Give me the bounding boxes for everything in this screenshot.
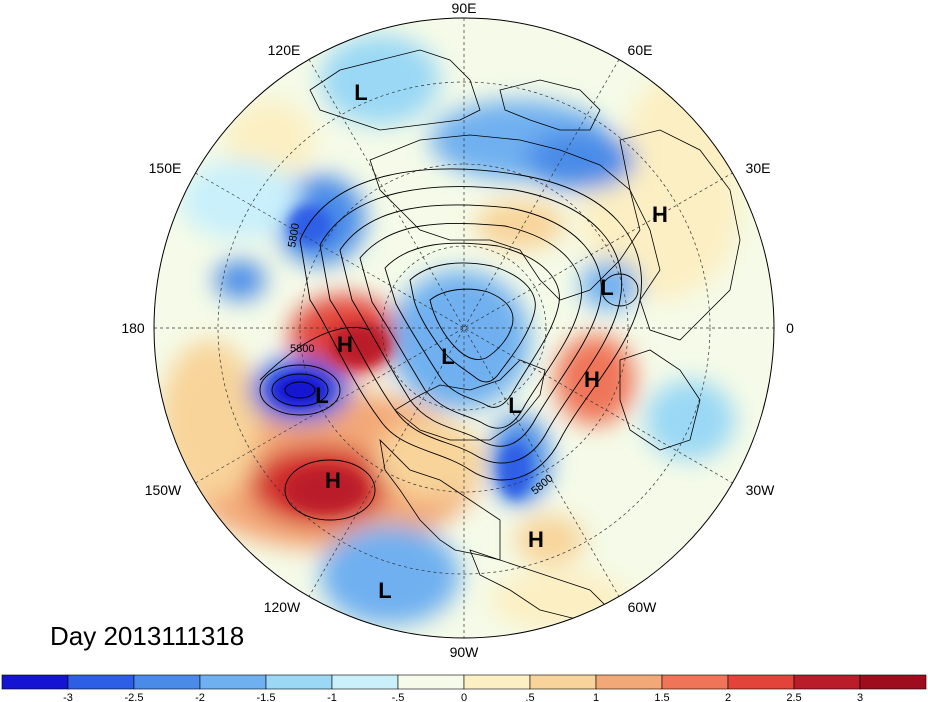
colorbar-tick-label: 1.5 (654, 692, 669, 702)
high-center-label: H (652, 202, 668, 227)
colorbar-tick-label: -3 (63, 692, 73, 702)
lon-label-60e: 60E (628, 42, 653, 58)
colorbar-tick-label: .5 (525, 692, 534, 702)
lon-label-150e: 150E (149, 160, 182, 176)
lon-label-120w: 120W (264, 599, 301, 615)
low-center-label: L (600, 275, 613, 300)
colorbar-swatch (1, 674, 69, 690)
colorbar-swatch (529, 674, 597, 690)
colorbar-swatch (133, 674, 201, 690)
lon-label-120e: 120E (268, 42, 301, 58)
colorbar-swatch (661, 674, 729, 690)
high-center-label: H (584, 367, 600, 392)
colorbar-swatch (859, 674, 927, 690)
lon-label-0: 0 (786, 320, 794, 336)
low-center-label: L (315, 383, 328, 408)
lon-label-30e: 30E (746, 160, 771, 176)
lon-label-90w: 90W (450, 644, 480, 660)
pressure-centers: L L L L L L L H H H H H (315, 80, 668, 603)
colorbar: -3 -2.5 -2 -1.5 -1 -.5 0 .5 1 1.5 2 2.5 3 (1, 674, 927, 702)
lon-label-60w: 60W (628, 599, 658, 615)
lon-label-150w: 150W (145, 482, 182, 498)
high-center-label: H (325, 468, 341, 493)
colorbar-swatch (331, 674, 399, 690)
contour-label-5800-a: 5800 (286, 222, 302, 248)
colorbar-tick-label: 0 (461, 692, 467, 702)
lon-label-90e: 90E (452, 0, 477, 16)
anomaly-shading (154, 18, 774, 638)
low-center-label: L (378, 578, 391, 603)
high-center-label: H (337, 332, 353, 357)
map-boundary (153, 17, 775, 639)
colorbar-swatch (463, 674, 531, 690)
lon-label-30w: 30W (746, 482, 776, 498)
low-center-label: L (441, 344, 454, 369)
colorbar-tick-label: -1 (327, 692, 337, 702)
colorbar-tick-label: -2.5 (125, 692, 144, 702)
day-title: Day 2013111318 (50, 621, 244, 651)
high-center-label: H (528, 527, 544, 552)
colorbar-tick-label: -.5 (392, 692, 405, 702)
low-center-label: L (508, 393, 521, 418)
colorbar-swatch (397, 674, 465, 690)
colorbar-tick-label: -2 (195, 692, 205, 702)
colorbar-swatch (67, 674, 135, 690)
colorbar-tick-label: 2.5 (786, 692, 801, 702)
colorbar-tick-label: -1.5 (257, 692, 276, 702)
low-center-label: L (354, 80, 367, 105)
colorbar-tick-label: 3 (857, 692, 863, 702)
colorbar-tick-label: 2 (725, 692, 731, 702)
colorbar-swatch (727, 674, 795, 690)
colorbar-swatch (199, 674, 267, 690)
colorbar-swatch (265, 674, 333, 690)
colorbar-swatch (793, 674, 861, 690)
lon-label-180: 180 (121, 320, 145, 336)
colorbar-swatch (595, 674, 663, 690)
graticule (154, 18, 774, 638)
contour-label-5800-b: 5800 (290, 343, 314, 355)
height-contours (259, 168, 642, 521)
colorbar-tick-label: 1 (593, 692, 599, 702)
